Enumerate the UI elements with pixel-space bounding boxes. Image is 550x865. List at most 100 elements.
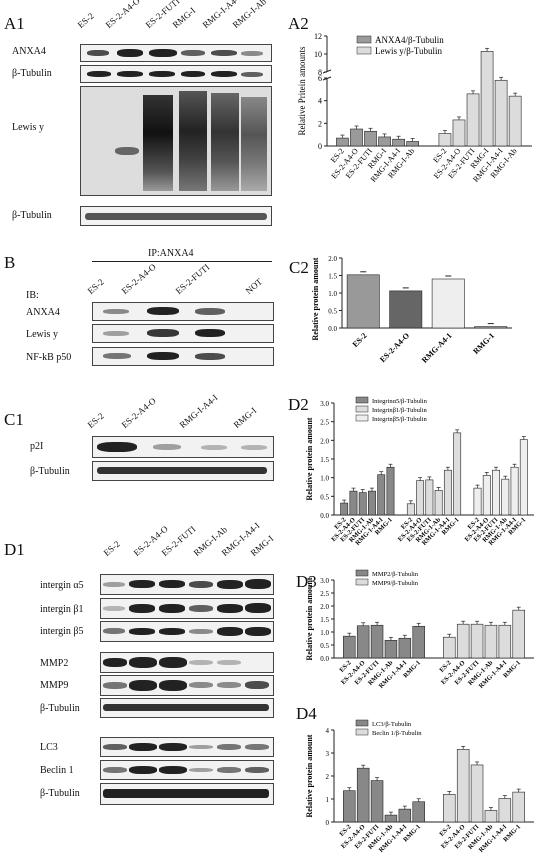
a1-blot-tubulin	[80, 65, 272, 83]
bar	[443, 794, 456, 823]
bar	[368, 490, 376, 516]
b-lane-label: NOT	[243, 276, 265, 296]
bar	[519, 439, 528, 516]
y-tick-label: 1.5	[320, 616, 329, 624]
panel-letter-d4: D4	[296, 704, 317, 723]
legend-label: Lewis y/β-Tubulin	[375, 46, 443, 56]
legend-swatch	[356, 35, 372, 44]
y-tick-label: 1.0	[320, 629, 329, 637]
y-tick-label: 12	[314, 32, 322, 41]
chart-c2: 0.0 0.5 1.0 1.5 2.0 Relative protein amount ES…	[311, 255, 512, 365]
bar	[370, 624, 384, 659]
c1-lane-label: ES-2	[85, 410, 106, 430]
y-tick-label: 1	[326, 796, 330, 804]
bar	[340, 502, 349, 516]
a1-blot-lewis-y	[80, 86, 272, 196]
bar	[470, 764, 484, 823]
legend-swatch	[356, 46, 372, 55]
c1-row-label: β-Tubulin	[30, 466, 70, 477]
bar	[512, 791, 525, 823]
legend-label: Integrinβ5/β-Tubulin	[372, 416, 428, 423]
legend-label: Integrinα5/β-Tubulin	[372, 398, 428, 405]
y-tick-label: 0	[326, 819, 330, 827]
panel-letter-d1: D1	[4, 540, 25, 559]
y-tick-label: 2	[318, 119, 322, 128]
y-axis-title: Relative protein amount	[305, 734, 314, 817]
y-tick-label: 1.5	[320, 456, 329, 464]
c1-lane-label: RMG-I	[231, 405, 259, 430]
chart-d2: 0.0 0.5 1.0 1.5 2.0 2.5 3.0 Relative protein am…	[305, 396, 534, 547]
legend-swatch	[355, 719, 369, 727]
legend-label: LC3/β-Tubulin	[372, 721, 412, 728]
b-ib-label: IB:	[26, 290, 39, 301]
d1-row-label: Beclin 1	[40, 765, 74, 776]
bar	[389, 290, 423, 329]
legend-swatch	[355, 405, 369, 413]
panel-letter-d2: D2	[288, 395, 309, 414]
x-tick-label: RMG-A4-1	[420, 331, 454, 365]
y-tick-label: 10	[314, 50, 322, 59]
c1-lane-label: ES-2-A4-O	[119, 395, 158, 430]
a1-lane-label: ES-2-A4-O	[103, 0, 142, 30]
b-blot-nfkb	[92, 347, 274, 366]
bar	[336, 137, 349, 147]
d1-row-label: β-Tubulin	[40, 788, 80, 799]
bar	[431, 278, 465, 329]
x-tick-label: ES-2	[351, 331, 369, 349]
y-tick-label: 8	[318, 68, 322, 77]
bar	[384, 640, 398, 659]
bar	[412, 625, 425, 659]
bar	[412, 801, 425, 823]
y-tick-label: 4	[326, 727, 330, 735]
y-tick-label: 0.5	[320, 642, 329, 650]
d1-row-label: LC3	[40, 742, 58, 753]
b-blot-anxa4	[92, 302, 274, 321]
legend-label: MMP9/β-Tubulin	[372, 580, 419, 587]
y-tick-label: 6	[318, 74, 322, 83]
b-blot-lewis-y	[92, 324, 274, 343]
bar	[406, 503, 415, 516]
y-tick-label: 1.0	[328, 290, 337, 298]
d1-lane-label: ES-2	[101, 538, 122, 558]
legend-label: Beclin 1/β-Tubulin	[372, 730, 422, 737]
panel-letter-d3: D3	[296, 572, 317, 591]
c1-row-label: p2I	[30, 441, 44, 452]
bar	[443, 636, 456, 659]
bar	[343, 790, 356, 823]
b-row-label: Lewis y	[26, 329, 58, 340]
bar	[498, 624, 512, 659]
a1-row-label: β-Tubulin	[12, 210, 52, 221]
x-tick-label: RMG-1	[471, 331, 496, 356]
bar	[398, 637, 412, 659]
panel-letter-c2: C2	[289, 258, 309, 277]
y-tick-label: 1.0	[320, 475, 329, 483]
legend-label: Integrinβ1/β-Tubulin	[372, 407, 428, 414]
bar	[378, 136, 391, 147]
bar	[498, 798, 512, 823]
y-tick-label: 2.5	[320, 590, 329, 598]
b-lane-label: ES-2-A4-O	[119, 261, 158, 296]
chart-d3: 0.0 0.5 1.0 1.5 2.0 2.5 3.0 Relative protein am…	[305, 569, 534, 690]
bar	[350, 128, 363, 147]
y-tick-label: 0.0	[320, 512, 329, 520]
d1-lane-label: RMG-I	[248, 533, 276, 558]
bar	[358, 492, 367, 516]
a1-blot-anxa4	[80, 44, 272, 62]
y-tick-label: 0	[318, 142, 322, 151]
panel-letter-b: B	[4, 253, 16, 272]
legend-swatch	[355, 728, 369, 736]
y-tick-label: 2.0	[320, 603, 329, 611]
b-row-label: ANXA4	[26, 307, 60, 318]
bar	[508, 95, 522, 147]
d1-blot-beclin1	[100, 760, 274, 780]
bar	[377, 474, 386, 516]
bar	[438, 133, 452, 147]
y-tick-label: 3	[326, 750, 330, 758]
bar	[406, 141, 419, 147]
bar	[482, 475, 491, 516]
bar	[392, 138, 405, 147]
b-ip-line	[92, 261, 272, 262]
panel-letter-a2: A2	[288, 14, 309, 33]
bar	[501, 478, 510, 516]
bar	[510, 466, 519, 516]
